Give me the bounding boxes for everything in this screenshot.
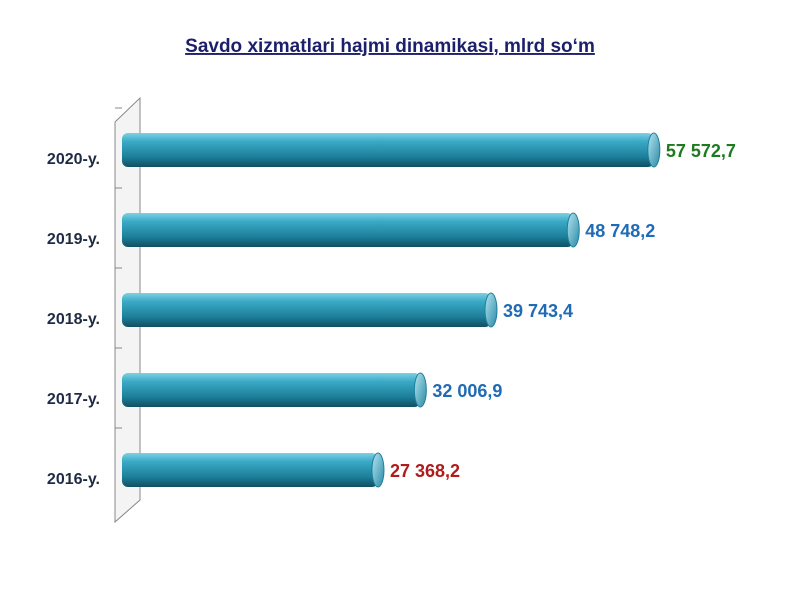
y-tick-label: 2018-y.	[47, 311, 100, 328]
value-label: 57 572,7	[666, 141, 736, 161]
bar-cap	[566, 212, 580, 248]
bar	[122, 453, 378, 487]
bar-cap	[413, 372, 427, 408]
bar	[122, 373, 421, 407]
chart-title: Savdo xizmatlari hajmi dinamikasi, mlrd …	[185, 36, 595, 57]
y-tick-label: 2020-y.	[47, 151, 100, 168]
bar	[122, 213, 574, 247]
bar-cap	[647, 132, 661, 168]
value-label: 48 748,2	[585, 221, 655, 241]
y-tick-label: 2017-y.	[47, 391, 100, 408]
y-tick-label: 2019-y.	[47, 231, 100, 248]
bar-cap	[484, 292, 498, 328]
value-label: 27 368,2	[390, 461, 460, 481]
bar-cap	[371, 452, 385, 488]
y-tick-label: 2016-y.	[47, 471, 100, 488]
bar	[122, 133, 654, 167]
value-label: 32 006,9	[432, 381, 502, 401]
bar	[122, 293, 491, 327]
value-label: 39 743,4	[503, 301, 573, 321]
